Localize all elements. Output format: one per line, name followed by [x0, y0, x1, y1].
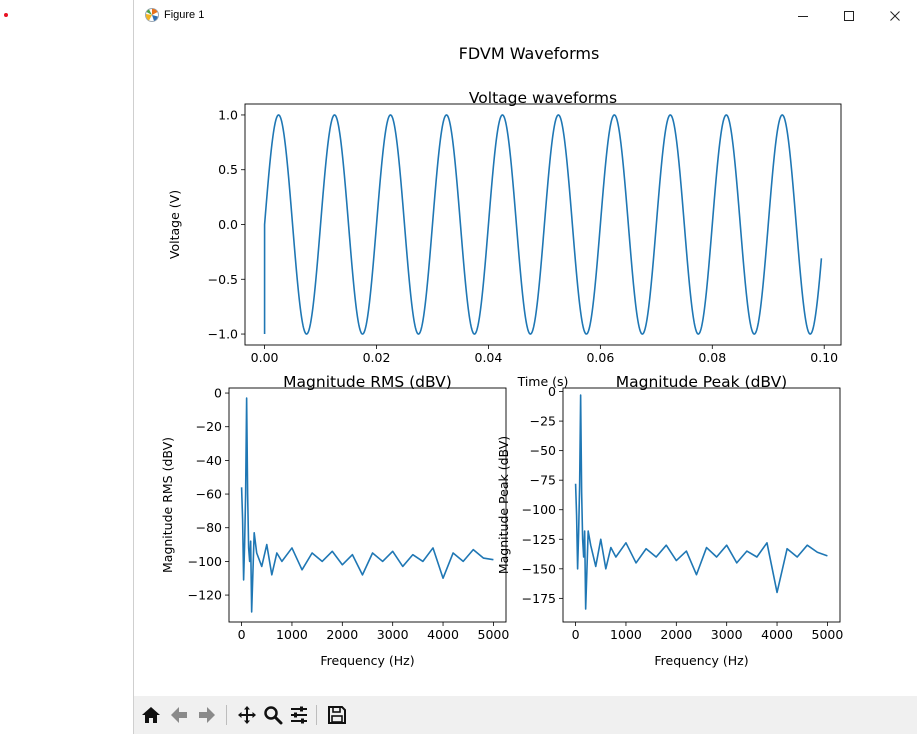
x-axis-label: Time (s)	[517, 374, 569, 389]
y-tick-label: −80	[196, 520, 222, 535]
y-tick-label: −75	[530, 473, 556, 488]
x-axis-label: Frequency (Hz)	[320, 653, 414, 668]
x-tick-label: 0	[572, 627, 580, 642]
y-axis-label: Magnitude Peak (dBV)	[496, 436, 511, 574]
status-dot	[4, 13, 8, 17]
axes-frame	[244, 103, 842, 346]
series-line	[240, 397, 494, 613]
pan-button[interactable]	[236, 704, 258, 726]
y-tick-label: −1.0	[208, 327, 238, 342]
maximize-button[interactable]	[826, 0, 872, 32]
save-button[interactable]	[326, 704, 348, 726]
figure-canvas[interactable]: FDVM Waveforms 0.00 0.02 0.04 0.06 0.08 0.10−…	[134, 32, 917, 696]
close-button[interactable]	[872, 0, 917, 32]
home-icon	[142, 707, 160, 723]
x-tick-label: 5000	[812, 627, 844, 642]
x-tick-label: 4000	[427, 627, 459, 642]
x-tick-label: 0.00	[251, 350, 279, 365]
series-line	[263, 114, 823, 335]
y-axis-label: Magnitude RMS (dBV)	[160, 437, 175, 573]
axes-title: Magnitude RMS (dBV)	[283, 373, 452, 391]
y-tick-label: −60	[196, 487, 222, 502]
y-tick-label: 0.5	[218, 162, 238, 177]
y-tick-label: −0.5	[208, 272, 238, 287]
x-tick-label: 1000	[276, 627, 308, 642]
y-tick-label: −120	[188, 588, 222, 603]
x-tick-label: 1000	[610, 627, 642, 642]
axes-title: Magnitude Peak (dBV)	[616, 373, 787, 391]
matplotlib-logo-icon	[145, 8, 159, 22]
x-tick-label: 0.06	[586, 350, 614, 365]
zoom-button[interactable]	[262, 704, 284, 726]
y-tick-label: 0.0	[218, 217, 238, 232]
x-tick-label: 4000	[761, 627, 793, 642]
figure-window: Figure 1 FDVM Waveforms 0.00 0.02 0.04 0.06…	[133, 0, 917, 734]
figure-svg: FDVM Waveforms 0.00 0.02 0.04 0.06 0.08 0.10−…	[160, 44, 844, 668]
toolbar-separator	[316, 705, 317, 725]
y-tick-label: −50	[530, 443, 556, 458]
y-tick-label: 0	[548, 384, 556, 399]
pan-icon	[238, 706, 256, 724]
x-tick-label: 2000	[326, 627, 358, 642]
x-tick-label: 0.10	[810, 350, 838, 365]
axes-frame	[562, 387, 841, 623]
configure-subplots-button[interactable]	[288, 704, 310, 726]
x-tick-label: 0.04	[475, 350, 503, 365]
x-tick-label: 0	[238, 627, 246, 642]
y-tick-label: −150	[522, 561, 556, 576]
navigation-toolbar	[134, 696, 917, 734]
x-tick-label: 0.08	[698, 350, 726, 365]
forward-button[interactable]	[196, 704, 218, 726]
y-tick-label: −100	[188, 554, 222, 569]
axes-frame	[228, 387, 507, 623]
x-tick-label: 5000	[478, 627, 510, 642]
close-icon	[890, 11, 900, 21]
back-icon	[171, 707, 187, 723]
window-title: Figure 1	[164, 9, 205, 21]
x-tick-label: 3000	[377, 627, 409, 642]
y-tick-label: 0	[214, 386, 222, 401]
series-line	[574, 394, 828, 610]
save-icon	[328, 706, 346, 724]
axes-title: Voltage waveforms	[469, 89, 617, 107]
home-button[interactable]	[140, 704, 162, 726]
x-tick-label: 2000	[660, 627, 692, 642]
x-axis-label: Frequency (Hz)	[654, 653, 748, 668]
y-tick-label: −20	[196, 419, 222, 434]
x-tick-label: 3000	[711, 627, 743, 642]
y-tick-label: −40	[196, 453, 222, 468]
back-button[interactable]	[168, 704, 190, 726]
zoom-icon	[264, 706, 283, 725]
y-tick-label: 1.0	[218, 107, 238, 122]
minimize-button[interactable]	[780, 0, 826, 32]
configure-subplots-icon	[291, 706, 307, 724]
maximize-icon	[844, 11, 854, 21]
y-tick-label: −25	[530, 414, 556, 429]
y-tick-label: −100	[522, 502, 556, 517]
y-axis-label: Voltage (V)	[167, 190, 182, 259]
y-tick-label: −175	[522, 591, 556, 606]
forward-icon	[199, 707, 215, 723]
toolbar-separator	[226, 705, 227, 725]
y-tick-label: −125	[522, 532, 556, 547]
figure-suptitle: FDVM Waveforms	[459, 44, 600, 63]
minimize-icon	[798, 16, 808, 17]
x-tick-label: 0.02	[363, 350, 391, 365]
title-bar: Figure 1	[134, 0, 917, 32]
